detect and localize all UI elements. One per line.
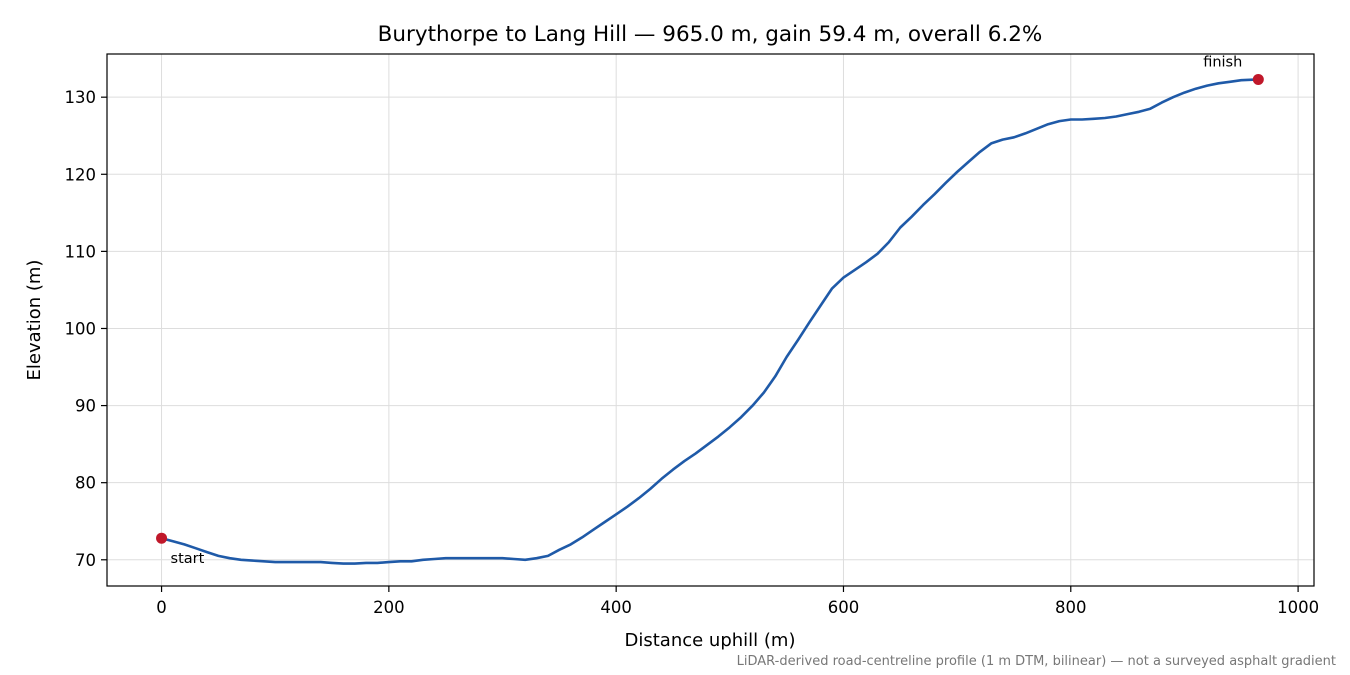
y-axis-label: Elevation (m) — [24, 260, 45, 381]
start-label: start — [171, 551, 205, 567]
y-tick-label: 120 — [65, 165, 97, 184]
grid-lines — [107, 54, 1314, 586]
finish-label: finish — [1203, 54, 1242, 70]
x-tick-label: 600 — [828, 598, 860, 617]
y-tick-label: 90 — [75, 397, 96, 416]
x-tick-label: 400 — [600, 598, 632, 617]
chart-title: Burythorpe to Lang Hill — 965.0 m, gain … — [378, 22, 1043, 47]
profile-series — [160, 78, 1260, 565]
axis-ticks: 0 200 400 600 800 1000 70 80 90 100 110 120 130 — [65, 88, 1320, 617]
x-axis-label: Distance uphill (m) — [625, 630, 796, 651]
y-tick-label: 130 — [65, 88, 97, 107]
x-tick-label: 800 — [1055, 598, 1087, 617]
x-tick-label: 0 — [156, 598, 167, 617]
y-tick-label: 70 — [75, 551, 96, 570]
footnote: LiDAR-derived road-centreline profile (1… — [737, 654, 1336, 669]
plot-area-frame — [106, 53, 1315, 587]
finish-marker — [1252, 73, 1264, 85]
y-tick-label: 100 — [65, 319, 97, 338]
y-tick-label: 110 — [65, 242, 97, 261]
x-tick-label: 1000 — [1277, 598, 1319, 617]
x-tick-label: 200 — [373, 598, 405, 617]
y-tick-label: 80 — [75, 474, 96, 493]
start-marker — [156, 532, 168, 544]
endpoint-markers: start finish — [156, 54, 1264, 567]
elevation-profile-line — [160, 78, 1260, 565]
